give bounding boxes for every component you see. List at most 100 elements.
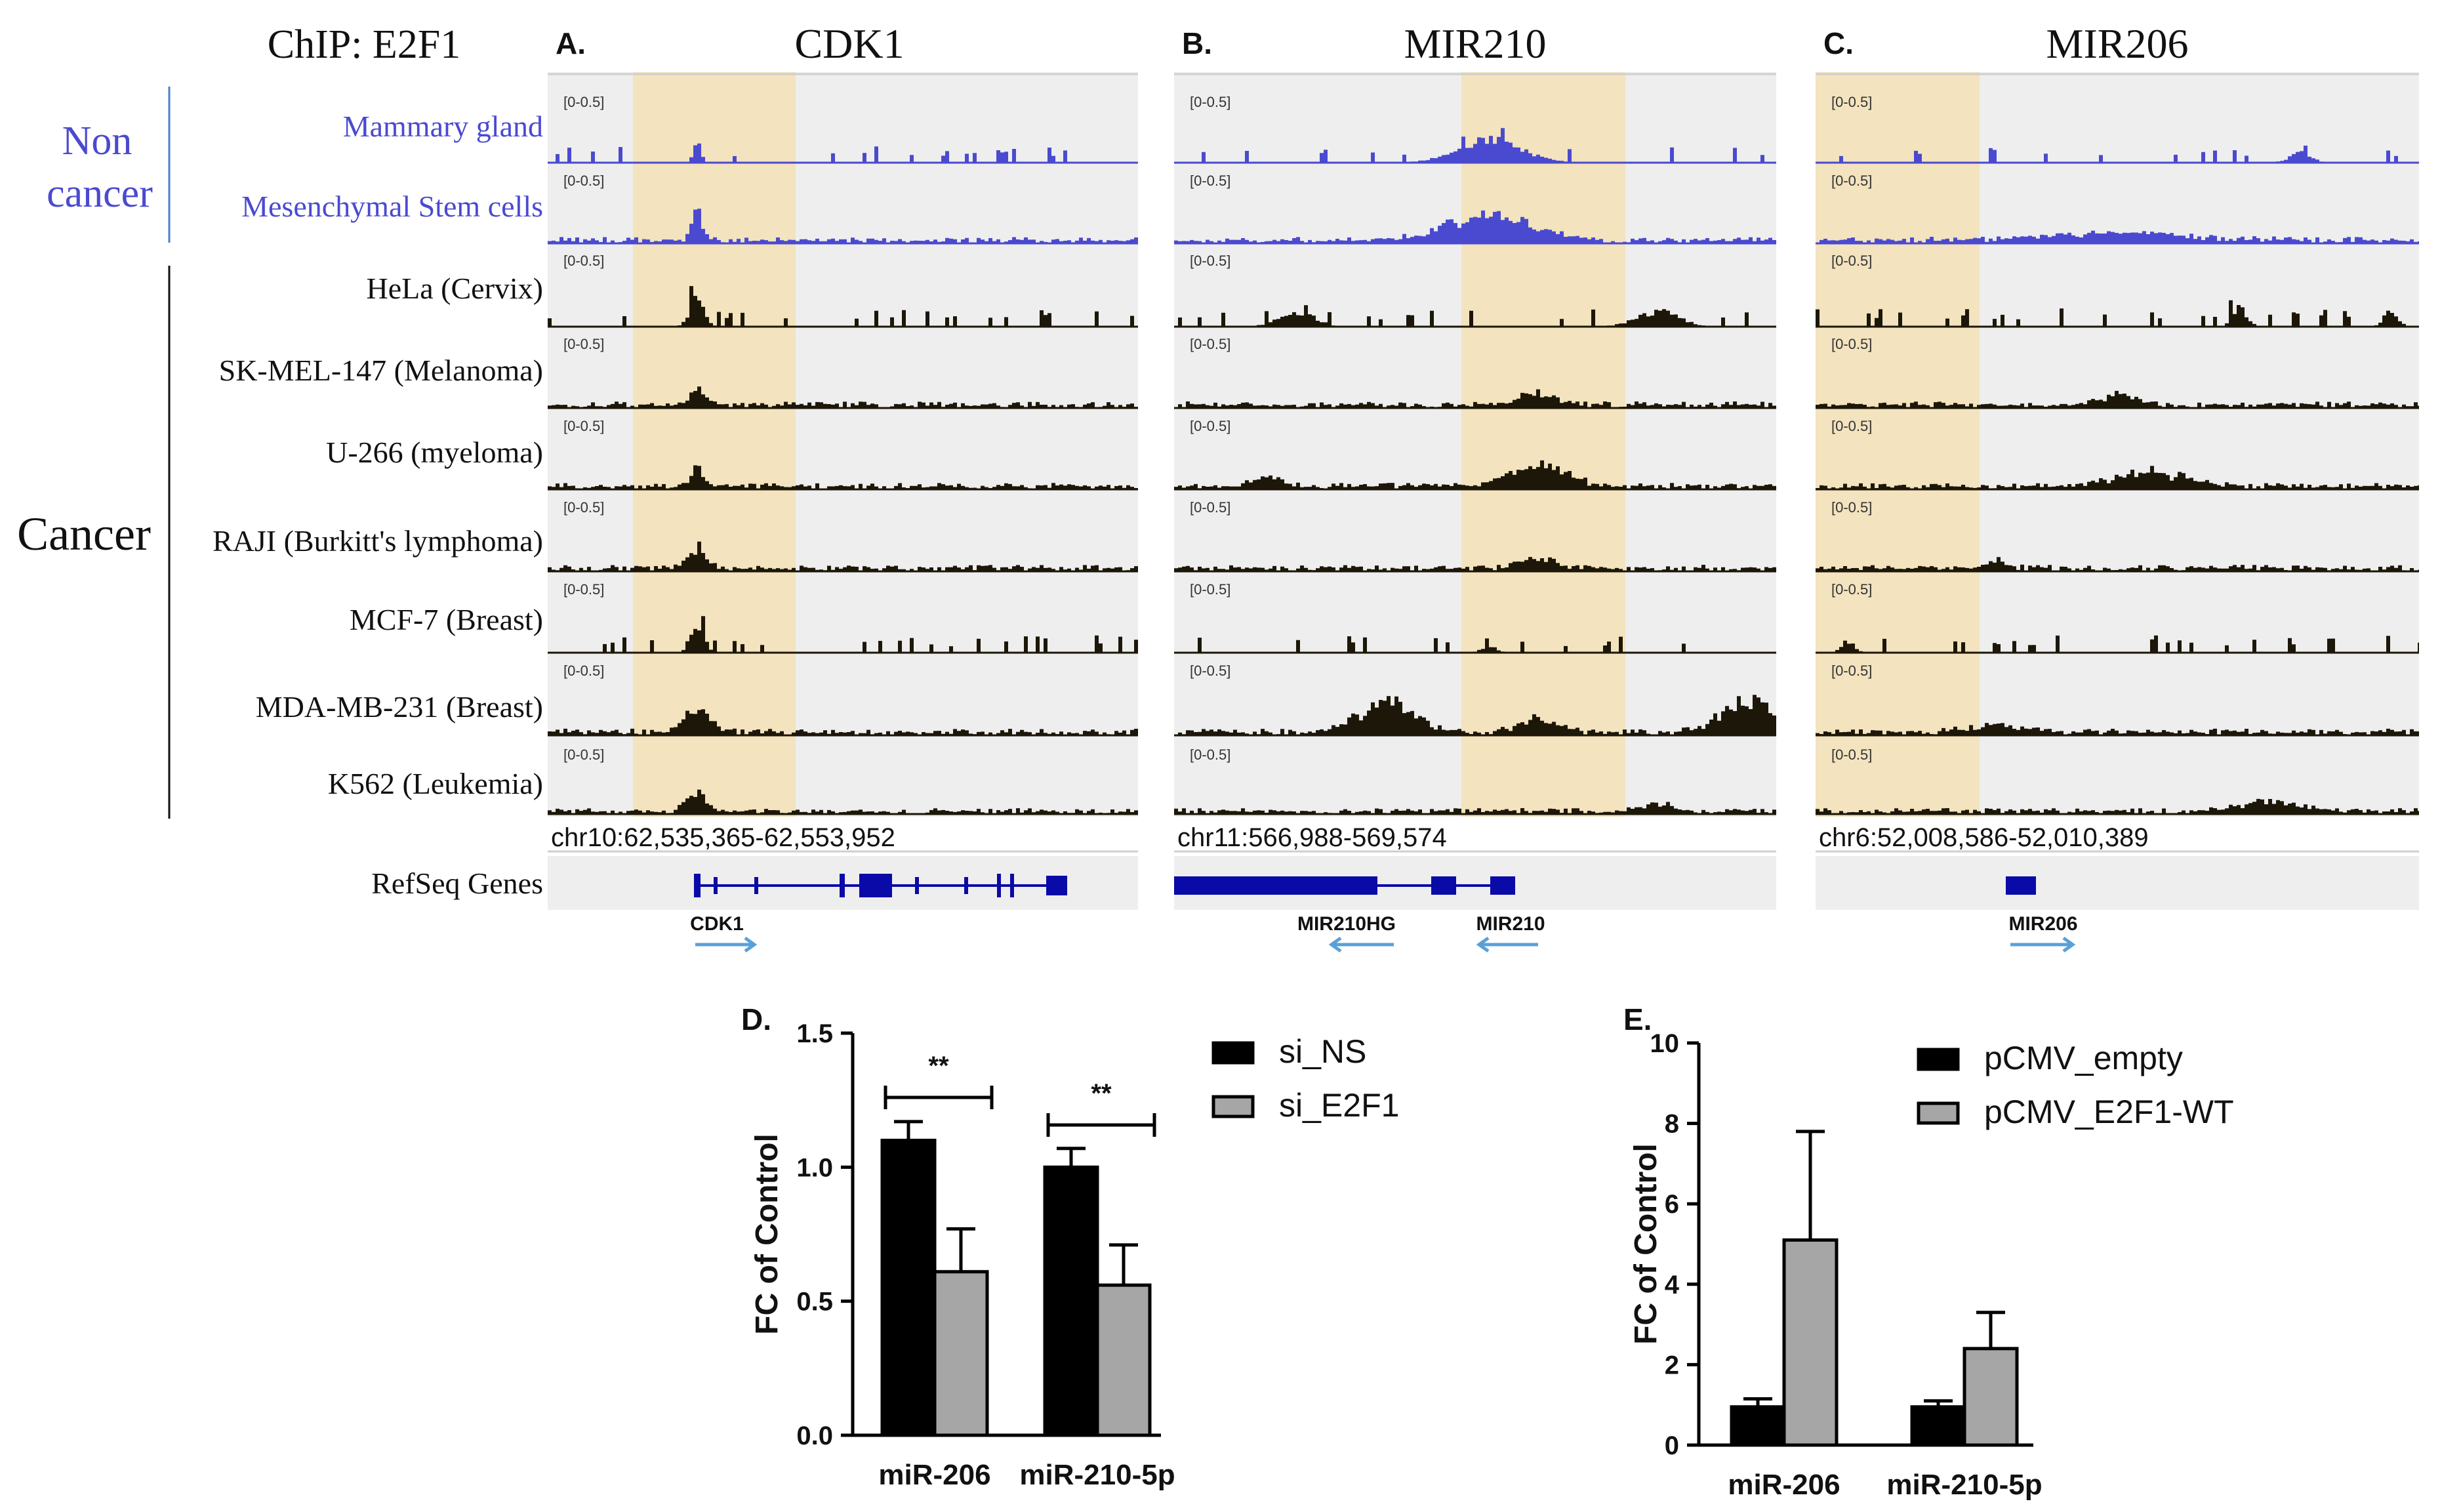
coverage-profile — [548, 789, 1138, 814]
coverage-track: [0-0.5] — [548, 418, 1138, 491]
chart-panel-letter: E. — [1623, 1002, 1652, 1036]
y-tick-label: 0.0 — [796, 1421, 833, 1450]
gene-exon — [1174, 876, 1377, 895]
legend-swatch — [1917, 1101, 1960, 1125]
refseq-genes-label: RefSeq Genes — [371, 867, 543, 900]
coverage-track: [0-0.5] — [1174, 94, 1776, 164]
gene-exon — [754, 877, 758, 894]
coverage-track: [0-0.5] — [1816, 336, 2419, 409]
coverage-track: [0-0.5] — [548, 663, 1138, 737]
track-label: K562 (Leukemia) — [328, 767, 543, 800]
x-category-label: miR-206 — [878, 1459, 990, 1491]
group-label-cancer-word: cancer — [47, 171, 153, 216]
coverage-track: [0-0.5] — [1816, 746, 2419, 815]
x-category-label: miR-210-5p — [1019, 1459, 1175, 1491]
gene-exon — [1490, 876, 1515, 895]
panel-letter: A. — [556, 26, 586, 60]
coverage-track: [0-0.5] — [548, 746, 1138, 815]
browser-panel: A. CDK1 [0-0.5] [0-0.5] [0-0.5] [0-0.5] [0-0.5… — [548, 20, 1138, 910]
track-range-label: [0-0.5] — [1831, 173, 1872, 189]
track-range-label: [0-0.5] — [563, 499, 604, 516]
coverage-track: [0-0.5] — [1816, 581, 2419, 654]
y-tick-label: 0 — [1665, 1431, 1679, 1460]
track-range-label: [0-0.5] — [563, 418, 604, 434]
coverage-track: [0-0.5] — [548, 173, 1138, 245]
coverage-profile — [1174, 210, 1776, 243]
coverage-profile — [1174, 557, 1776, 571]
coverage-profile — [1174, 695, 1776, 735]
coverage-track: [0-0.5] — [1174, 581, 1776, 654]
coverage-profile — [1816, 798, 2419, 814]
bar — [1043, 1165, 1099, 1437]
coverage-track: [0-0.5] — [1174, 336, 1776, 409]
y-axis-label: FC of Control — [1629, 1143, 1663, 1345]
track-range-label: [0-0.5] — [1190, 663, 1230, 679]
legend-swatch — [1211, 1095, 1255, 1118]
track-range-label: [0-0.5] — [1190, 173, 1230, 189]
coverage-profile — [1174, 460, 1776, 489]
gene-exon — [1431, 876, 1456, 895]
panel-letter: B. — [1182, 26, 1212, 60]
coverage-profile — [1816, 146, 2419, 163]
gene-label: MIR210HG — [1297, 913, 1396, 935]
coverage-profile — [1816, 230, 2419, 243]
track-range-label: [0-0.5] — [1190, 581, 1230, 598]
y-tick-label: 0.5 — [796, 1288, 833, 1317]
legend-label: si_E2F1 — [1279, 1087, 1399, 1124]
track-range-label: [0-0.5] — [1831, 418, 1872, 434]
coverage-profile — [548, 541, 1138, 571]
coords-strip — [1174, 817, 1776, 849]
coverage-track: [0-0.5] — [548, 499, 1138, 573]
panel-title: CDK1 — [794, 20, 904, 67]
coverage-track: [0-0.5] — [1816, 418, 2419, 491]
highlight-region — [1461, 72, 1625, 817]
gene-exon — [694, 874, 701, 897]
track-range-label: [0-0.5] — [563, 746, 604, 763]
track-range-label: [0-0.5] — [1190, 418, 1230, 434]
track-range-label: [0-0.5] — [563, 336, 604, 352]
group-label-non: Non — [62, 119, 132, 163]
track-range-label: [0-0.5] — [1190, 746, 1230, 763]
track-label: SK-MEL-147 (Melanoma) — [219, 354, 543, 387]
coverage-track: [0-0.5] — [1174, 253, 1776, 328]
y-tick-label: 1.0 — [796, 1153, 833, 1182]
strand-arrow-head — [2062, 936, 2076, 953]
coverage-profile — [548, 465, 1138, 489]
panel-title: MIR206 — [2046, 20, 2189, 67]
track-range-label: [0-0.5] — [1190, 336, 1230, 352]
y-axis-label: FC of Control — [750, 1134, 784, 1335]
strand-arrow-head — [744, 936, 758, 953]
coverage-profile — [1816, 390, 2419, 408]
bar — [1782, 1238, 1839, 1447]
gene-label: MIR206 — [2008, 913, 2077, 935]
y-tick-label: 1.5 — [796, 1019, 833, 1048]
highlight-region — [633, 72, 796, 817]
locus-coordinates: chr6:52,008,586-52,010,389 — [1819, 823, 2149, 852]
track-range-label: [0-0.5] — [1831, 253, 1872, 269]
gene-exon — [714, 877, 718, 894]
genome-browser-panels: A. CDK1 [0-0.5] [0-0.5] [0-0.5] [0-0.5] [0-0.5… — [548, 20, 2419, 953]
strand-arrow-head — [1476, 936, 1490, 953]
track-label: Mammary gland — [343, 110, 543, 143]
coverage-track: [0-0.5] — [1174, 418, 1776, 491]
bar — [1730, 1405, 1786, 1447]
coverage-profile — [1816, 723, 2419, 735]
legend-swatch — [1917, 1048, 1960, 1071]
track-range-label: [0-0.5] — [1831, 663, 1872, 679]
group-label-cancer: Cancer — [17, 508, 151, 560]
gene-exon — [1046, 876, 1067, 895]
coverage-track: [0-0.5] — [548, 581, 1138, 654]
coverage-profile — [548, 209, 1138, 243]
y-tick-label: 4 — [1665, 1271, 1680, 1299]
gene-exon — [1010, 874, 1014, 897]
gene-label: CDK1 — [690, 913, 744, 935]
chip-label: ChIP: E2F1 — [268, 22, 461, 67]
legend-label: pCMV_E2F1-WT — [1984, 1093, 2234, 1130]
track-range-label: [0-0.5] — [1831, 581, 1872, 598]
track-labels: Mammary gland Mesenchymal Stem cells HeLa … — [213, 110, 543, 800]
legend-label: si_NS — [1279, 1033, 1366, 1070]
coverage-track: [0-0.5] — [1174, 499, 1776, 573]
bar — [933, 1270, 989, 1437]
y-tick-label: 8 — [1665, 1110, 1679, 1139]
